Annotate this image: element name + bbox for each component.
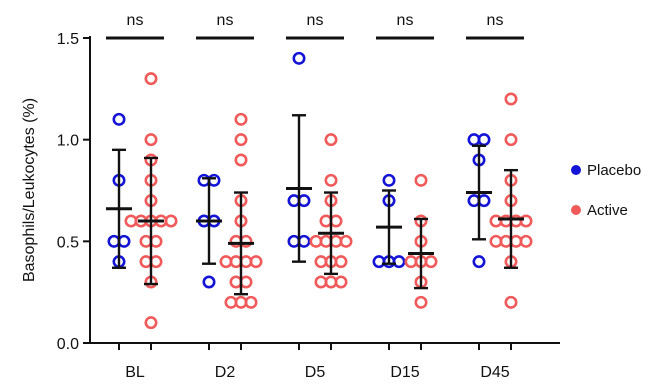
x-tick-label: D15 — [390, 364, 419, 381]
x-tick-label: BL — [125, 364, 145, 381]
significance-label: ns — [217, 12, 234, 29]
data-point-active — [339, 234, 353, 248]
x-tick-label: D2 — [215, 364, 236, 381]
data-point-active — [324, 173, 338, 187]
y-tick-label: 0.5 — [57, 234, 79, 251]
data-point-active — [244, 295, 258, 309]
legend-label-placebo: Placebo — [587, 162, 641, 179]
x-tick-label: D5 — [305, 364, 326, 381]
legend-label-active: Active — [587, 202, 628, 219]
data-point-active — [519, 214, 533, 228]
data-point-placebo — [392, 255, 406, 269]
data-point-active — [414, 173, 428, 187]
data-point-active — [164, 214, 178, 228]
data-point-placebo — [292, 51, 306, 65]
data-point-active — [414, 295, 428, 309]
data-point-active — [249, 255, 263, 269]
data-point-active — [234, 112, 248, 126]
data-point-placebo — [382, 173, 396, 187]
data-point-active — [234, 153, 248, 167]
significance-label: ns — [127, 12, 144, 29]
data-point-placebo — [112, 112, 126, 126]
data-point-active — [144, 72, 158, 86]
data-point-active — [144, 316, 158, 330]
legend-marker-placebo — [571, 165, 581, 175]
data-point-placebo — [472, 255, 486, 269]
y-tick-label: 1.5 — [57, 31, 79, 48]
significance-label: ns — [397, 12, 414, 29]
y-tick-label: 0.0 — [57, 336, 79, 353]
data-point-active — [144, 133, 158, 147]
significance-label: ns — [487, 12, 504, 29]
data-point-active — [234, 133, 248, 147]
legend-marker-active — [571, 205, 581, 215]
data-point-active — [334, 275, 348, 289]
data-point-active — [324, 133, 338, 147]
y-tick-label: 1.0 — [57, 133, 79, 150]
data-point-active — [519, 234, 533, 248]
x-tick-label: D45 — [480, 364, 509, 381]
data-point-active — [504, 295, 518, 309]
data-point-active — [424, 255, 438, 269]
y-axis-title: Basophils/Leukocytes (%) — [21, 98, 38, 282]
data-point-active — [504, 133, 518, 147]
data-point-active — [504, 92, 518, 106]
data-point-placebo — [202, 275, 216, 289]
significance-label: ns — [307, 12, 324, 29]
data-point-active — [334, 255, 348, 269]
